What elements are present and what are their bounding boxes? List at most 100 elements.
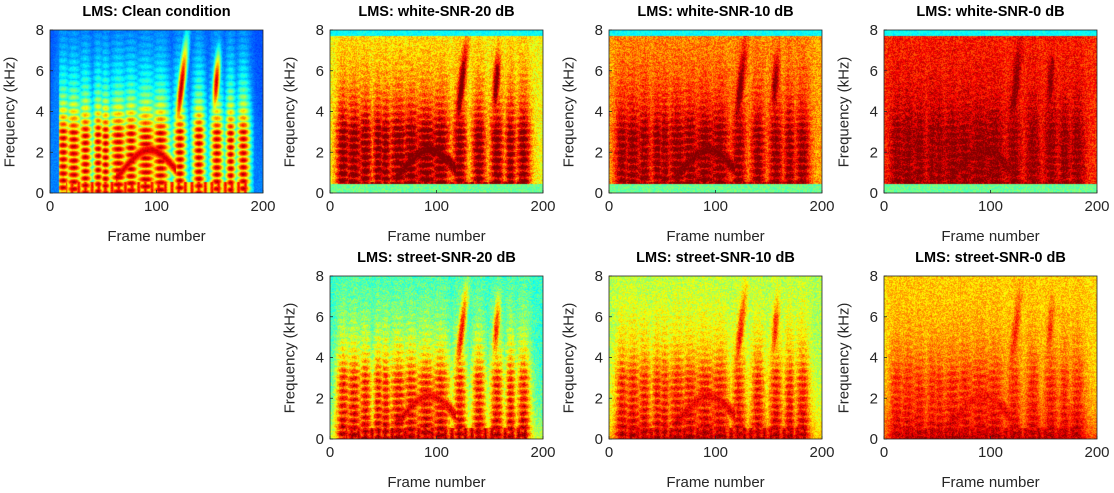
axes: 0 100 200 0 2 4 6 8 [870,22,1110,215]
y-tick-label: 0 [316,185,324,202]
spectrogram-image [330,30,543,193]
spectrogram-panel-white-0db: LMS: white-SNR-0 dB Frequency (kHz) 0 100… [834,0,1114,245]
axes: 0 100 200 0 2 4 6 8 [36,22,276,215]
axes: 0 100 200 0 2 4 6 8 [870,268,1110,461]
x-tick-label: 0 [46,198,54,215]
axes: 0 100 200 0 2 4 6 8 [595,268,835,461]
y-axis-label: Frequency (kHz) [560,56,578,167]
x-tick-label: 0 [605,198,613,215]
y-tick-label: 8 [870,22,878,39]
y-axis-label: Frequency (kHz) [560,302,578,413]
spectrogram-panel-street-20db: LMS: street-SNR-20 dB Frequency (kHz) 0 1… [280,246,560,491]
axes: 0 100 200 0 2 4 6 8 [316,268,556,461]
y-tick-label: 6 [595,63,603,80]
y-tick-label: 6 [870,309,878,326]
y-tick-label: 0 [36,185,44,202]
x-tick-label: 0 [326,444,334,461]
spectrogram-plot: 0 100 200 0 2 4 6 8 [316,22,556,215]
plot-frame [883,29,1098,194]
y-tick-label: 6 [870,63,878,80]
x-axis-label: Frame number [387,474,486,491]
axes: 0 100 200 0 2 4 6 8 [595,22,835,215]
axes: 0 100 200 0 2 4 6 8 [316,22,556,215]
spectrogram-plot: 0 100 200 0 2 4 6 8 [36,22,276,215]
y-tick-label: 0 [595,185,603,202]
y-tick-label: 0 [870,431,878,448]
spectrogram-image [609,30,822,193]
x-tick-label: 100 [144,198,169,215]
y-axis-label: Frequency (kHz) [281,56,299,167]
x-tick-label: 100 [424,444,449,461]
y-tick-label: 4 [870,104,878,121]
plot-frame [608,29,823,194]
y-tick-label: 8 [595,22,603,39]
panel-title: LMS: street-SNR-0 dB [915,250,1066,266]
x-tick-label: 100 [978,198,1003,215]
x-tick-label: 200 [250,198,275,215]
x-axis-label: Frame number [666,228,765,245]
y-axis-label-wrap: Frequency (kHz) [0,30,20,193]
y-axis-label: Frequency (kHz) [281,302,299,413]
y-axis-label-wrap: Frequency (kHz) [280,276,300,439]
plot-frame [329,29,544,194]
spectrogram-image [330,276,543,439]
y-tick-label: 2 [316,144,324,161]
x-tick-label: 0 [605,444,613,461]
spectrogram-panel-white-20db: LMS: white-SNR-20 dB Frequency (kHz) 0 10… [280,0,560,245]
panel-title: LMS: Clean condition [82,4,231,20]
y-tick-label: 2 [870,144,878,161]
y-axis-label: Frequency (kHz) [835,56,853,167]
y-tick-label: 8 [36,22,44,39]
spectrogram-plot: 0 100 200 0 2 4 6 8 [316,268,556,461]
x-tick-label: 0 [880,444,888,461]
y-tick-label: 6 [36,63,44,80]
y-tick-label: 4 [595,350,603,367]
plot-frame [49,29,264,194]
x-tick-label: 200 [809,198,834,215]
y-tick-label: 2 [316,390,324,407]
x-axis-label: Frame number [666,474,765,491]
y-tick-label: 2 [595,144,603,161]
plot-frame [883,275,1098,440]
y-tick-label: 4 [870,350,878,367]
spectrogram-image [884,276,1097,439]
plot-frame [329,275,544,440]
x-axis-label: Frame number [941,228,1040,245]
y-tick-label: 8 [870,268,878,285]
x-tick-label: 0 [326,198,334,215]
y-tick-label: 0 [595,431,603,448]
y-tick-label: 4 [316,350,324,367]
x-tick-label: 200 [1084,198,1109,215]
spectrogram-image [50,30,263,193]
y-tick-label: 8 [595,268,603,285]
y-tick-label: 2 [870,390,878,407]
y-axis-label: Frequency (kHz) [1,56,19,167]
panel-title: LMS: white-SNR-0 dB [916,4,1065,20]
spectrogram-image [884,30,1097,193]
y-tick-label: 8 [316,268,324,285]
x-tick-label: 200 [530,198,555,215]
x-tick-label: 100 [703,444,728,461]
panel-title: LMS: street-SNR-20 dB [357,250,516,266]
panel-title: LMS: white-SNR-10 dB [637,4,794,20]
x-axis-label: Frame number [387,228,486,245]
y-tick-label: 4 [316,104,324,121]
y-axis-label-wrap: Frequency (kHz) [834,276,854,439]
spectrogram-image [609,276,822,439]
panel-title: LMS: white-SNR-20 dB [358,4,515,20]
y-tick-label: 8 [316,22,324,39]
panel-title: LMS: street-SNR-10 dB [636,250,795,266]
y-tick-label: 6 [595,309,603,326]
plot-frame [608,275,823,440]
spectrogram-panel-street-0db: LMS: street-SNR-0 dB Frequency (kHz) 0 10… [834,246,1114,491]
x-tick-label: 100 [424,198,449,215]
spectrogram-plot: 0 100 200 0 2 4 6 8 [595,22,835,215]
y-tick-label: 0 [316,431,324,448]
x-tick-label: 200 [530,444,555,461]
y-tick-label: 4 [36,104,44,121]
y-axis-label-wrap: Frequency (kHz) [280,30,300,193]
x-tick-label: 200 [1084,444,1109,461]
spectrogram-plot: 0 100 200 0 2 4 6 8 [870,22,1110,215]
x-axis-label: Frame number [941,474,1040,491]
y-tick-label: 2 [595,390,603,407]
